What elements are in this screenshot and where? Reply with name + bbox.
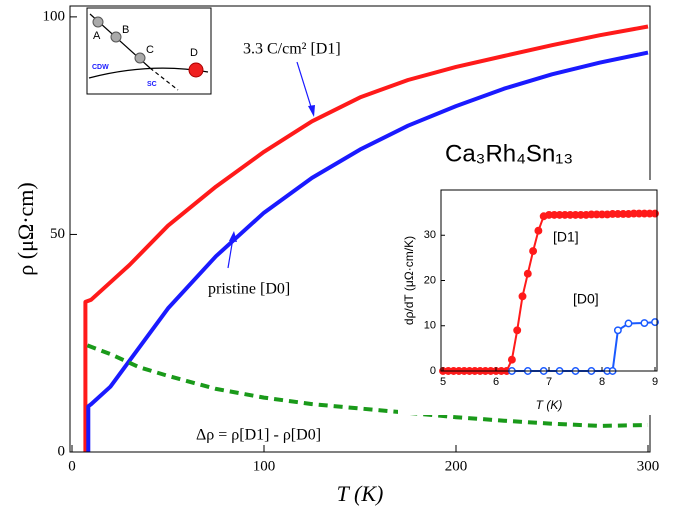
arrow	[227, 61, 315, 269]
y-tick-label: 50	[50, 226, 65, 242]
series-label: 3.3 C/cm² [D1]	[243, 41, 341, 58]
schematic-label: CDW	[92, 64, 109, 71]
x-tick-label: 5	[440, 376, 446, 388]
y-tick-label: 0	[58, 443, 66, 459]
schematic-label: A	[93, 30, 101, 42]
marker	[613, 326, 622, 335]
marker	[624, 319, 633, 328]
schematic-label: C	[146, 44, 154, 56]
x-tick-label: 0	[68, 458, 76, 474]
x-axis-label: T (K)	[337, 481, 384, 506]
series-line	[86, 343, 649, 428]
point	[188, 62, 204, 78]
point	[134, 52, 146, 64]
marker	[523, 269, 532, 278]
y-tick-label: 20	[424, 274, 436, 286]
x-axis-label: T (K)	[536, 398, 563, 412]
inset-background	[398, 180, 662, 415]
marker	[529, 247, 538, 256]
compound-label: Ca₃Rh₄Sn₁₃	[445, 140, 573, 167]
x-tick-label: 200	[445, 458, 468, 474]
series-line	[83, 24, 649, 452]
phase-line	[149, 67, 179, 91]
x-tick-label: 9	[652, 376, 658, 388]
series-label: [D1]	[553, 229, 579, 245]
point	[92, 16, 104, 28]
x-tick-label: 7	[546, 376, 552, 388]
schematic-label: D	[190, 47, 198, 59]
schematic-label: SC	[147, 81, 157, 88]
x-tick-label: 100	[253, 458, 276, 474]
schematic-frame	[86, 7, 212, 95]
marker	[513, 326, 522, 335]
x-tick-label: 6	[493, 376, 499, 388]
schematic: A B C D CDW SC	[86, 7, 212, 95]
series-label: [D0]	[573, 291, 599, 307]
x-tick-label: 300	[637, 458, 660, 474]
marker	[640, 319, 649, 327]
marker	[518, 292, 527, 301]
plots: 0 100 200 300 0 50 100 T (K) ρ (μΩ·cm) 5 6 7 8 9 0 10 20…	[13, 5, 662, 506]
y-axis-label: dρ/dT (μΩ·cm/K)	[402, 236, 416, 325]
point	[110, 31, 122, 43]
y-axis-label: ρ (μΩ·cm)	[13, 182, 38, 275]
x-tick-label: 8	[599, 376, 605, 388]
y-tick-label: 0	[430, 365, 436, 377]
marker	[507, 355, 516, 364]
series-label: pristine [D0]	[208, 281, 290, 298]
y-tick-label: 100	[43, 8, 66, 24]
series-label: Δρ = ρ[D1] - ρ[D0]	[196, 427, 321, 444]
schematic-label: B	[122, 24, 129, 36]
marker	[534, 226, 543, 235]
y-tick-label: 10	[424, 320, 436, 332]
series-line	[86, 50, 649, 452]
y-tick-label: 30	[424, 229, 436, 241]
